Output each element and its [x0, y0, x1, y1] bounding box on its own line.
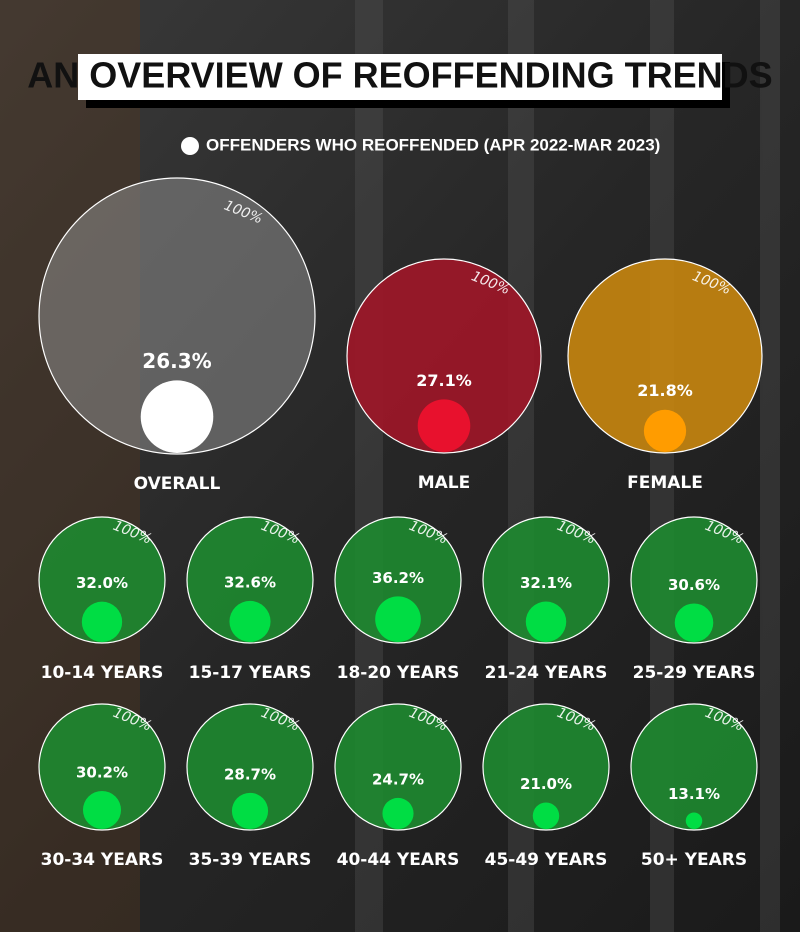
- category-label: 21-24 YEARS: [485, 663, 608, 683]
- value-label: 24.7%: [372, 770, 424, 788]
- category-label: 10-14 YEARS: [41, 663, 164, 683]
- value-label: 36.2%: [372, 569, 424, 587]
- category-label: 25-29 YEARS: [633, 663, 756, 683]
- value-circle: [140, 380, 214, 453]
- category-label: 40-44 YEARS: [337, 850, 460, 870]
- reference-circle: [38, 703, 166, 831]
- chart-title: AN OVERVIEW OF REOFFENDING TRENDS: [27, 55, 772, 96]
- reference-circle: [482, 703, 610, 831]
- reference-circle: [186, 703, 314, 831]
- reference-circle: [482, 516, 610, 644]
- legend-label: OFFENDERS WHO REOFFENDED (APR 2022-MAR 2…: [206, 135, 660, 154]
- value-label: 13.1%: [668, 785, 720, 803]
- reference-circle: [186, 516, 314, 644]
- reference-circle: [630, 516, 758, 644]
- value-circle: [525, 601, 567, 642]
- category-label: 50+ YEARS: [641, 850, 747, 870]
- value-label: 21.0%: [520, 775, 572, 793]
- value-circle: [375, 596, 421, 642]
- value-label: 30.2%: [76, 763, 128, 781]
- value-label: 32.6%: [224, 573, 276, 591]
- value-circle: [229, 600, 271, 642]
- value-circle: [82, 790, 122, 829]
- value-circle: [417, 399, 471, 453]
- category-label: 15-17 YEARS: [189, 663, 312, 683]
- reference-circle: [567, 258, 763, 454]
- value-label: 32.0%: [76, 574, 128, 592]
- category-label: FEMALE: [627, 473, 703, 493]
- value-circle: [231, 792, 269, 829]
- value-circle: [81, 601, 123, 643]
- value-circle: [382, 797, 414, 830]
- category-label: OVERALL: [134, 474, 221, 494]
- reference-circle: [346, 258, 542, 454]
- reference-circle: [38, 177, 316, 455]
- category-label: MALE: [418, 473, 471, 493]
- value-circle: [643, 409, 687, 452]
- value-label: 21.8%: [637, 381, 693, 400]
- reference-circle: [334, 516, 462, 644]
- value-circle: [674, 603, 714, 642]
- value-label: 32.1%: [520, 574, 572, 592]
- reference-circle: [38, 516, 166, 644]
- category-label: 35-39 YEARS: [189, 850, 312, 870]
- reference-circle: [334, 703, 462, 831]
- value-circle: [685, 812, 703, 829]
- value-label: 26.3%: [142, 349, 211, 373]
- category-label: 18-20 YEARS: [337, 663, 460, 683]
- category-label: 30-34 YEARS: [41, 850, 164, 870]
- reference-circle: [630, 703, 758, 831]
- title-box: [78, 54, 722, 100]
- value-label: 28.7%: [224, 765, 276, 783]
- value-label: 30.6%: [668, 576, 720, 594]
- value-circle: [532, 802, 560, 830]
- legend-marker: [181, 137, 199, 155]
- category-label: 45-49 YEARS: [485, 850, 608, 870]
- value-label: 27.1%: [416, 371, 472, 390]
